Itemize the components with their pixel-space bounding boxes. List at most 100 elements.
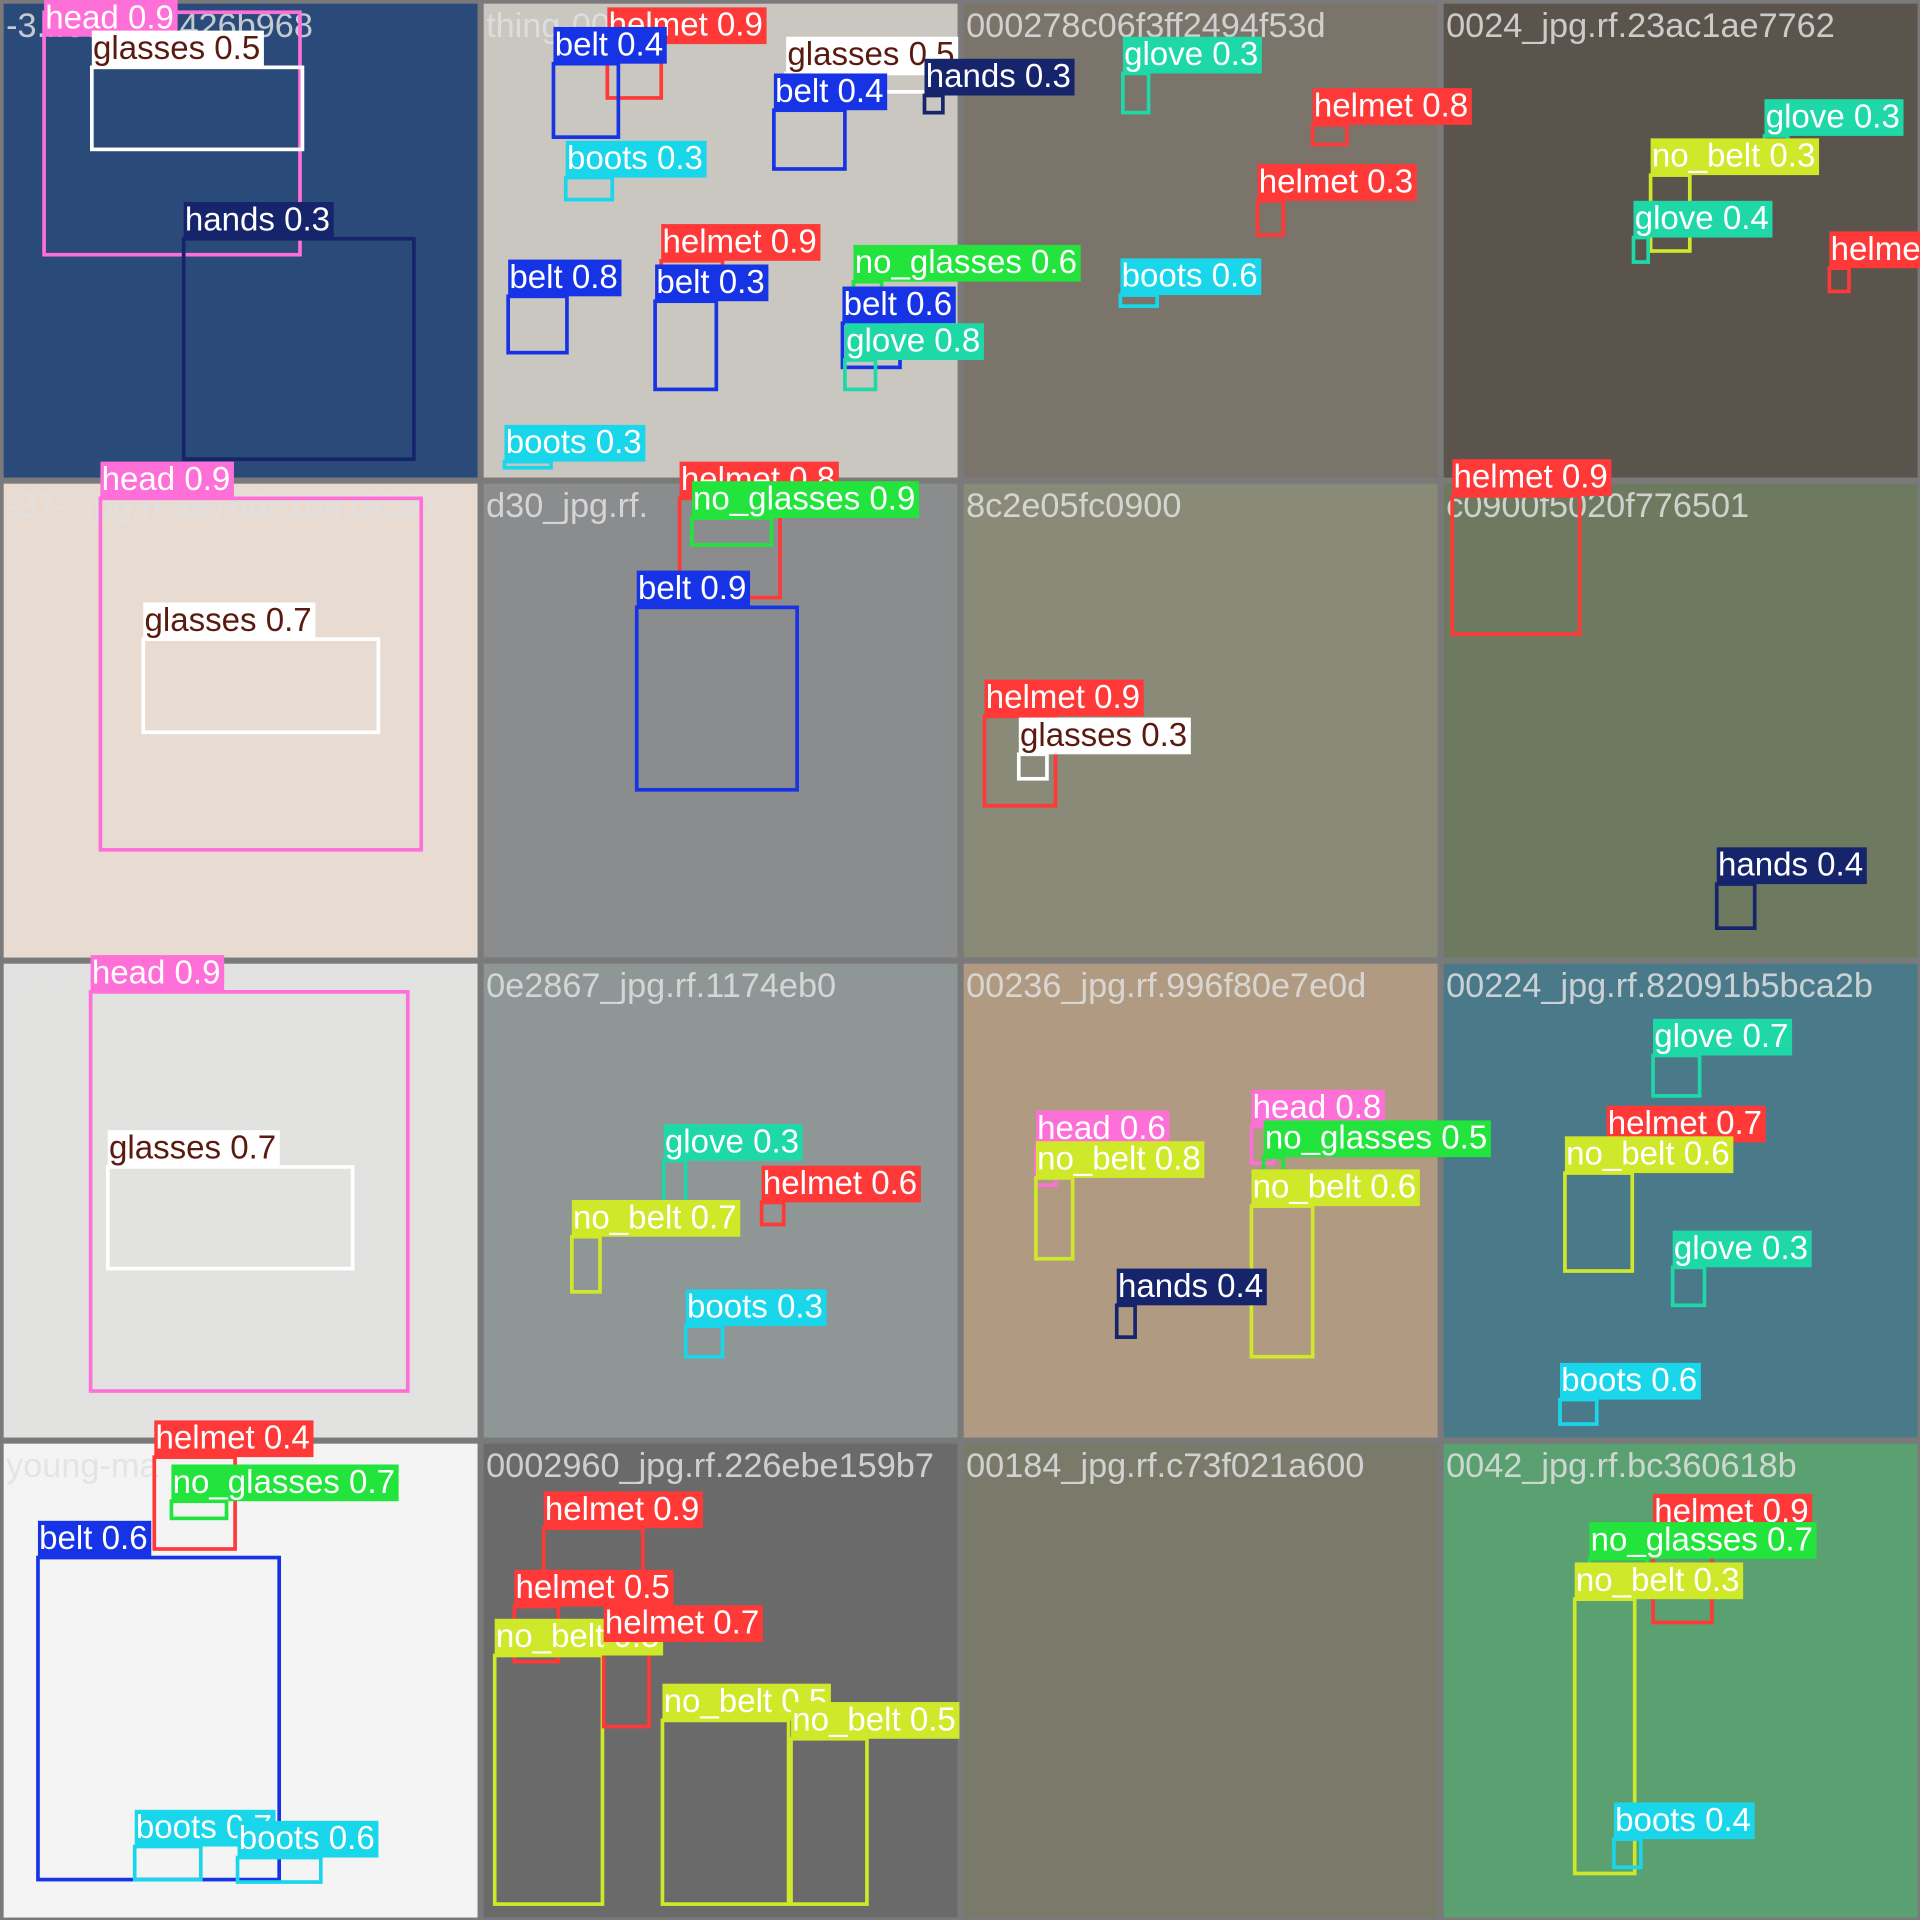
detection-label: belt 0.6 bbox=[844, 286, 952, 323]
label-background bbox=[237, 1820, 379, 1858]
label-background bbox=[1564, 1136, 1734, 1174]
label-background bbox=[842, 286, 956, 324]
label-background bbox=[1589, 1522, 1817, 1559]
label-background bbox=[107, 1130, 280, 1167]
bounding-box bbox=[1121, 71, 1151, 115]
label-background bbox=[504, 424, 646, 462]
label-background bbox=[1650, 138, 1820, 176]
detection-label: no_glasses 0.5 bbox=[1265, 1120, 1487, 1157]
detection-label: no_belt 0.6 bbox=[1253, 1169, 1417, 1206]
label-background bbox=[571, 1200, 741, 1237]
detection-label: hands 0.4 bbox=[1718, 847, 1863, 884]
bounding-box bbox=[1651, 1053, 1702, 1098]
label-background bbox=[761, 1165, 921, 1203]
label-background bbox=[1116, 1268, 1267, 1306]
detection-label: no_belt 0.6 bbox=[1566, 1136, 1730, 1173]
detection-label: belt 0.6 bbox=[39, 1520, 147, 1557]
label-background bbox=[37, 1520, 152, 1558]
label-background bbox=[1560, 1362, 1701, 1400]
detection-label: helmet 0.3 bbox=[1259, 163, 1413, 200]
detection-label: no_glasses 0.9 bbox=[693, 481, 915, 518]
label-background bbox=[603, 1605, 763, 1643]
detection-label: helmet 0.4 bbox=[156, 1420, 310, 1457]
detection-label: hands 0.3 bbox=[185, 201, 330, 238]
label-background bbox=[508, 259, 622, 297]
label-background bbox=[143, 602, 316, 640]
label-background bbox=[183, 202, 334, 239]
image-tile bbox=[3, 963, 478, 1438]
detection-label: belt 0.3 bbox=[656, 264, 764, 301]
detection-label: head 0.9 bbox=[45, 0, 174, 36]
detection-label: boots 0.3 bbox=[687, 1289, 823, 1326]
detection-label: glove 0.4 bbox=[1635, 200, 1769, 237]
label-background bbox=[791, 1702, 960, 1739]
label-background bbox=[91, 30, 264, 68]
bounding-box bbox=[98, 496, 424, 852]
label-background bbox=[685, 1289, 827, 1327]
detection-label: helmet 0.9 bbox=[662, 223, 816, 260]
label-background bbox=[1257, 164, 1417, 201]
image-tile bbox=[963, 1443, 1438, 1918]
label-background bbox=[844, 323, 984, 360]
label-background bbox=[100, 461, 234, 499]
filename: 00224_jpg.rf.82091b5bca2b bbox=[1446, 967, 1873, 1005]
label-background bbox=[543, 1491, 703, 1529]
detection-label: boots 0.6 bbox=[1122, 258, 1258, 295]
detection-label: no_belt 0.8 bbox=[1037, 1141, 1201, 1178]
detection-label: glasses 0.3 bbox=[1020, 717, 1187, 754]
detection-label: helmet 0.6 bbox=[763, 1165, 917, 1202]
image-tile bbox=[483, 483, 958, 958]
detection-label: glove 0.8 bbox=[846, 323, 980, 360]
label-background bbox=[565, 140, 707, 178]
label-background bbox=[924, 58, 1075, 96]
detection-label: glove 0.3 bbox=[665, 1123, 799, 1160]
label-background bbox=[1312, 88, 1472, 125]
bounding-box bbox=[1034, 1176, 1075, 1261]
detection-label: boots 0.4 bbox=[1615, 1802, 1751, 1839]
label-background bbox=[553, 26, 667, 64]
label-background bbox=[1633, 200, 1773, 238]
detection-label: glasses 0.7 bbox=[109, 1130, 276, 1167]
bounding-box bbox=[570, 1234, 602, 1294]
detection-label: no_belt 0.3 bbox=[1576, 1562, 1740, 1599]
filename: 00184_jpg.rf.c73f021a600 bbox=[966, 1447, 1364, 1485]
label-background bbox=[691, 481, 920, 518]
detection-label: glove 0.3 bbox=[1674, 1230, 1808, 1267]
filename: young-ma bbox=[6, 1447, 159, 1485]
detection-label: glove 0.3 bbox=[1124, 36, 1258, 73]
label-background bbox=[1574, 1562, 1744, 1600]
filename: 8c2e05fc0900 bbox=[966, 487, 1181, 525]
label-background bbox=[1716, 847, 1867, 885]
label-background bbox=[171, 1464, 399, 1502]
detection-label: helmet 0.8 bbox=[1314, 87, 1468, 124]
detection-label: glasses 0.7 bbox=[144, 602, 311, 639]
label-background bbox=[1672, 1230, 1812, 1268]
filename: d30_jpg.rf. bbox=[486, 487, 648, 525]
label-background bbox=[661, 224, 821, 261]
detection-label: belt 0.9 bbox=[638, 570, 746, 607]
detection-label: helmet 0.9 bbox=[1453, 459, 1607, 496]
detection-label: head 0.6 bbox=[1037, 1110, 1166, 1147]
detection-label: glove 0.7 bbox=[1654, 1018, 1788, 1055]
detection-label: helmet 0.5 bbox=[516, 1569, 670, 1606]
label-background bbox=[1018, 717, 1191, 755]
detection-label: belt 0.4 bbox=[555, 26, 663, 63]
detection-label: no_belt 0.7 bbox=[573, 1199, 737, 1236]
label-background bbox=[90, 955, 225, 992]
image-tile bbox=[1443, 483, 1918, 958]
detection-label: belt 0.8 bbox=[509, 259, 617, 296]
filename: 0024_jpg.rf.23ac1ae7762 bbox=[1446, 7, 1835, 45]
detection-label: boots 0.6 bbox=[239, 1820, 375, 1857]
filename: 00236_jpg.rf.996f80e7e0d bbox=[966, 967, 1366, 1005]
label-background bbox=[154, 1420, 314, 1458]
filename: 0042_jpg.rf.bc360618b bbox=[1446, 1447, 1797, 1485]
label-background bbox=[1120, 258, 1262, 296]
label-background bbox=[1035, 1141, 1205, 1178]
label-background bbox=[853, 244, 1081, 282]
detection-label: head 0.8 bbox=[1253, 1089, 1382, 1126]
detection-label: head 0.9 bbox=[102, 461, 231, 498]
label-background bbox=[1613, 1802, 1755, 1840]
detection-label: helmet 0.7 bbox=[605, 1605, 759, 1642]
